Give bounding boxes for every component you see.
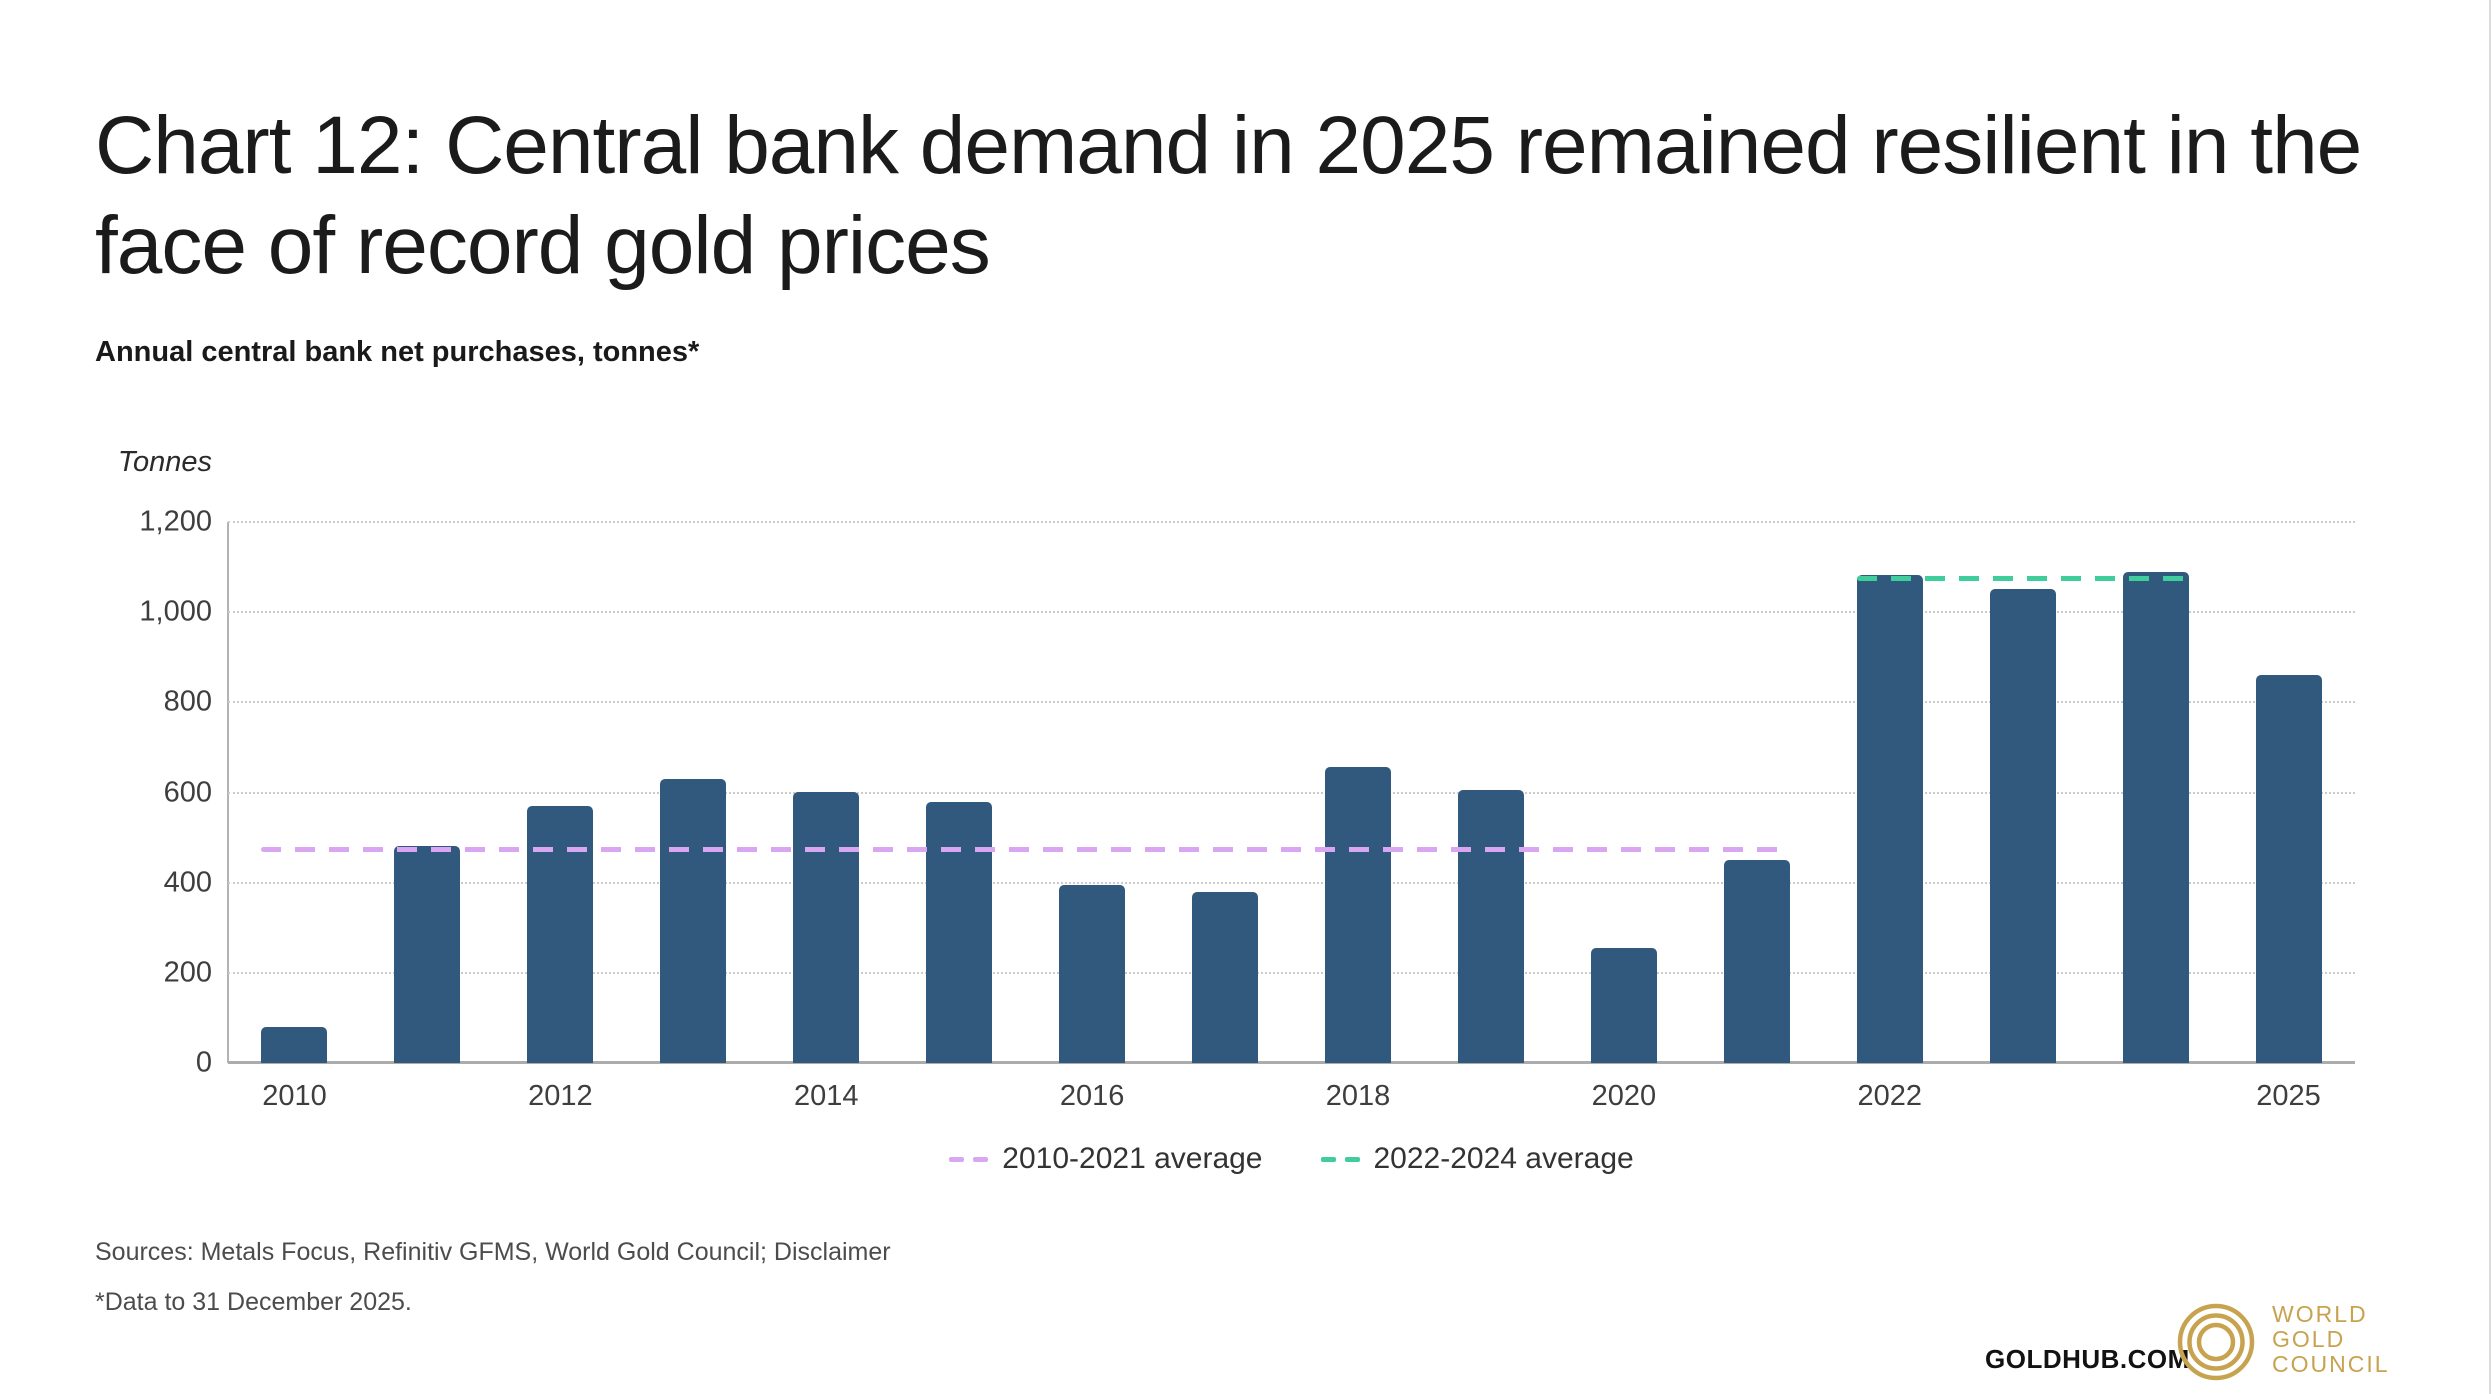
y-tick-label-1000: 1,000 [139,595,212,628]
y-tick-label-0: 0 [195,1046,212,1079]
legend-item-2010-2021-average: 2010-2021 average [949,1142,1263,1176]
y-tick-label-200: 200 [163,956,212,989]
x-tick-label-2022: 2022 [1857,1080,1922,1112]
wgc-logo-text: WORLD GOLD COUNCIL [2272,1302,2390,1377]
sources-line: Sources: Metals Focus, Refinitiv GFMS, W… [95,1238,891,1267]
bar-2012 [527,806,594,1063]
bar-2014 [793,792,860,1063]
legend-label: 2010-2021 average [1002,1142,1263,1175]
bar-2018 [1324,767,1391,1063]
wgc-logo-line: GOLD [2272,1326,2346,1352]
bar-2023 [1989,589,2056,1063]
x-tick-label-2012: 2012 [528,1080,593,1112]
x-tick-label-2010: 2010 [262,1080,327,1112]
bar-2019 [1457,790,1524,1063]
x-axis: 2010 2012 2014 2016 2018 2020 2022 2025 [228,1080,2355,1122]
gridline-600 [228,791,2355,794]
bar-2024 [2122,572,2189,1063]
y-tick-label-400: 400 [163,866,212,899]
bar-2025 [2255,675,2322,1063]
x-tick-label-2020: 2020 [1591,1080,1657,1112]
y-axis-unit-label: Tonnes [117,446,212,478]
x-tick-label-2014: 2014 [793,1080,859,1112]
wgc-logo-line: WORLD [2272,1301,2368,1327]
goldhub-link[interactable]: GOLDHUB.COM [1985,1344,2190,1374]
bar-2015 [926,801,993,1063]
y-tick-label-1200: 1,200 [139,505,212,538]
average-line-2022-2024 [1856,575,2189,581]
plot-area [227,521,2355,1064]
gridline-800 [228,701,2355,704]
chart-title: Chart 12: Central bank demand in 2025 re… [95,100,2362,291]
y-axis: 0 200 400 600 800 1,000 1,200 [0,506,212,1079]
legend: 2010-2021 average 2022-2024 average [228,1142,2355,1176]
gridline-200 [228,971,2355,974]
gridline-400 [228,881,2355,884]
purple-dash-swatch-icon [949,1156,989,1162]
x-axis-baseline [228,1061,2355,1064]
bar-2016 [1059,884,1126,1063]
bar-2021 [1723,860,1790,1063]
right-edge-border [2489,0,2491,1394]
y-tick-label-800: 800 [163,685,212,718]
wgc-rings-icon [2177,1303,2255,1381]
gridline-1200 [228,521,2355,523]
x-tick-label-2025: 2025 [2256,1080,2321,1112]
average-line-2010-2021 [261,846,1790,852]
x-tick-label-2016: 2016 [1059,1080,1125,1112]
teal-dash-swatch-icon [1320,1156,1360,1162]
bar-2013 [660,778,727,1063]
legend-label: 2022-2024 average [1373,1142,1634,1175]
legend-item-2022-2024-average: 2022-2024 average [1320,1142,1634,1176]
x-tick-label-2018: 2018 [1325,1080,1391,1112]
bar-2022 [1856,575,1923,1063]
sources-text: Sources: Metals Focus, Refinitiv GFMS, W… [95,1238,774,1266]
bar-2010 [261,1027,328,1063]
disclaimer-link[interactable]: Disclaimer [773,1238,891,1266]
bar-2017 [1192,892,1259,1063]
bar-2020 [1590,948,1657,1063]
bar-2011 [394,846,461,1063]
y-tick-label-600: 600 [163,776,212,808]
wgc-logo-line: COUNCIL [2272,1351,2390,1377]
footnote: *Data to 31 December 2025. [95,1288,412,1316]
chart-subtitle: Annual central bank net purchases, tonne… [95,336,700,368]
gridline-1000 [228,611,2355,614]
